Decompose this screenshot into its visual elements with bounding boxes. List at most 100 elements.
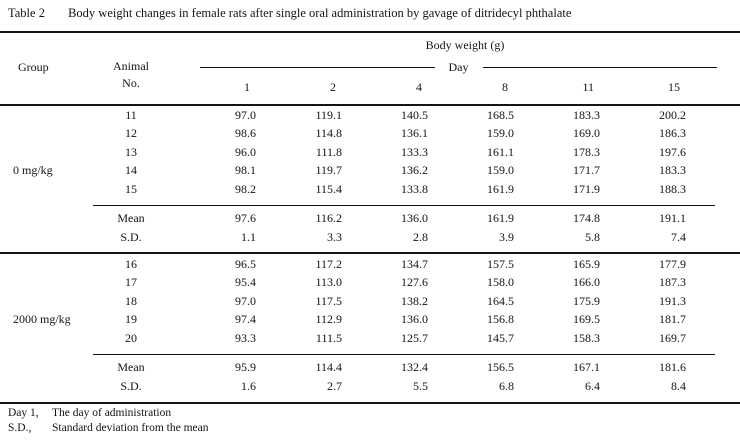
body-weight-header: Body weight (g) <box>425 38 505 52</box>
stat-label: Mean <box>117 360 145 375</box>
stat-value: 161.9 <box>487 211 514 226</box>
animal-number: 11 <box>125 107 137 122</box>
body-weight-value: 140.5 <box>401 107 428 122</box>
stat-value: 116.2 <box>315 211 342 226</box>
table-caption: Body weight changes in female rats after… <box>68 6 572 20</box>
body-weight-value: 125.7 <box>401 330 428 345</box>
body-weight-value: 97.4 <box>235 312 256 327</box>
body-weight-value: 187.3 <box>659 275 686 290</box>
body-weight-value: 115.4 <box>315 181 342 196</box>
animal-number: 16 <box>125 256 137 271</box>
body-weight-value: 145.7 <box>487 330 514 345</box>
body-weight-value: 98.2 <box>235 181 256 196</box>
top-rule <box>0 31 740 33</box>
animal-row: 16 96.5 117.2 134.7 157.5 165.9 177.9 <box>0 255 740 274</box>
body-weight-value: 119.7 <box>315 163 342 178</box>
body-weight-value: 159.0 <box>487 126 514 141</box>
group-dose-label: 2000 mg/kg <box>13 312 71 327</box>
animal-row: 17 95.4 113.0 127.6 158.0 166.0 187.3 <box>0 274 740 293</box>
stat-value: 3.9 <box>499 229 514 244</box>
table-body: 11 97.0 119.1 140.5 168.5 183.3 200.2 12 98.6 114… <box>0 106 740 396</box>
stat-row-mean: Mean 97.6 116.2 136.0 161.9 174.8 191.1 <box>0 210 740 229</box>
body-weight-value: 119.1 <box>315 107 342 122</box>
animal-number: 15 <box>125 181 137 196</box>
day-number-header: 8 <box>502 80 508 94</box>
body-weight-value: 136.0 <box>401 312 428 327</box>
group-block: 11 97.0 119.1 140.5 168.5 183.3 200.2 12 98.6 114… <box>0 106 740 247</box>
body-weight-value: 133.8 <box>401 181 428 196</box>
stat-label: S.D. <box>120 229 142 244</box>
day-header-rule: Day <box>200 60 717 75</box>
stat-value: 6.4 <box>585 378 600 393</box>
day-number-header: 15 <box>668 80 680 94</box>
table-title: Table 2 Body weight changes in female ra… <box>8 6 571 21</box>
animal-number: 20 <box>125 330 137 345</box>
body-weight-value: 93.3 <box>235 330 256 345</box>
body-weight-value: 183.3 <box>659 163 686 178</box>
body-weight-value: 161.9 <box>487 181 514 196</box>
animal-row: 15 98.2 115.4 133.8 161.9 171.9 188.3 <box>0 180 740 199</box>
stat-row-mean: Mean 95.9 114.4 132.4 156.5 167.1 181.6 <box>0 359 740 378</box>
stat-value: 5.5 <box>413 378 428 393</box>
day-header-label: Day <box>448 60 469 74</box>
body-weight-value: 98.1 <box>235 163 256 178</box>
body-weight-value: 158.0 <box>487 275 514 290</box>
day-rule-left <box>200 67 435 68</box>
body-weight-value: 156.8 <box>487 312 514 327</box>
animal-column-header: Animal No. <box>92 58 170 92</box>
group-dose-label: 0 mg/kg <box>13 163 53 178</box>
body-weight-value: 171.9 <box>573 181 600 196</box>
footnote-definition: Standard deviation from the mean <box>52 422 209 434</box>
body-weight-value: 112.9 <box>315 312 342 327</box>
stat-value: 114.4 <box>315 360 342 375</box>
stat-value: 167.1 <box>573 360 600 375</box>
body-weight-value: 168.5 <box>487 107 514 122</box>
animal-row: 0 mg/kg 14 98.1 119.7 136.2 159.0 171.7 183.3 <box>0 162 740 181</box>
bottom-rule <box>0 402 740 404</box>
stat-value: 2.7 <box>327 378 342 393</box>
body-weight-value: 133.3 <box>401 144 428 159</box>
body-weight-value: 200.2 <box>659 107 686 122</box>
body-weight-value: 171.7 <box>573 163 600 178</box>
stat-value: 8.4 <box>671 378 686 393</box>
body-weight-value: 113.0 <box>315 275 342 290</box>
stat-value: 6.8 <box>499 378 514 393</box>
footnote-term: Day 1, <box>8 407 39 419</box>
body-weight-value: 134.7 <box>401 256 428 271</box>
group-column-header: Group <box>18 60 49 74</box>
body-weight-value: 96.0 <box>235 144 256 159</box>
day-number-header: 2 <box>330 80 336 94</box>
group-divider-rule <box>0 252 740 254</box>
stat-value: 7.4 <box>671 229 686 244</box>
body-weight-value: 95.4 <box>235 275 256 290</box>
body-weight-value: 181.7 <box>659 312 686 327</box>
body-weight-value: 186.3 <box>659 126 686 141</box>
stat-label: S.D. <box>120 378 142 393</box>
footnote-sd: S.D., Standard deviation from the mean <box>8 421 208 436</box>
group-block: 16 96.5 117.2 134.7 157.5 165.9 177.9 17 95.4 113… <box>0 255 740 396</box>
stat-value: 132.4 <box>401 360 428 375</box>
body-weight-value: 138.2 <box>401 293 428 308</box>
body-weight-value: 98.6 <box>235 126 256 141</box>
animal-row: 18 97.0 117.5 138.2 164.5 175.9 191.3 <box>0 292 740 311</box>
body-weight-value: 191.3 <box>659 293 686 308</box>
footnotes: Day 1, The day of administration S.D., S… <box>8 406 208 436</box>
stat-value: 181.6 <box>659 360 686 375</box>
day-rule-right <box>482 67 717 68</box>
animal-number: 13 <box>125 144 137 159</box>
stat-value: 1.6 <box>241 378 256 393</box>
body-weight-value: 157.5 <box>487 256 514 271</box>
animal-row: 11 97.0 119.1 140.5 168.5 183.3 200.2 <box>0 106 740 125</box>
animal-number: 19 <box>125 312 137 327</box>
day-number-header: 11 <box>582 80 594 94</box>
stat-value: 97.6 <box>235 211 256 226</box>
stats-divider-rule <box>93 204 715 206</box>
body-weight-value: 183.3 <box>573 107 600 122</box>
body-weight-value: 178.3 <box>573 144 600 159</box>
day-number-header: 4 <box>416 80 422 94</box>
animal-header-line1: Animal <box>113 59 149 73</box>
body-weight-value: 188.3 <box>659 181 686 196</box>
stat-value: 174.8 <box>573 211 600 226</box>
footnote-term: S.D., <box>8 422 32 434</box>
